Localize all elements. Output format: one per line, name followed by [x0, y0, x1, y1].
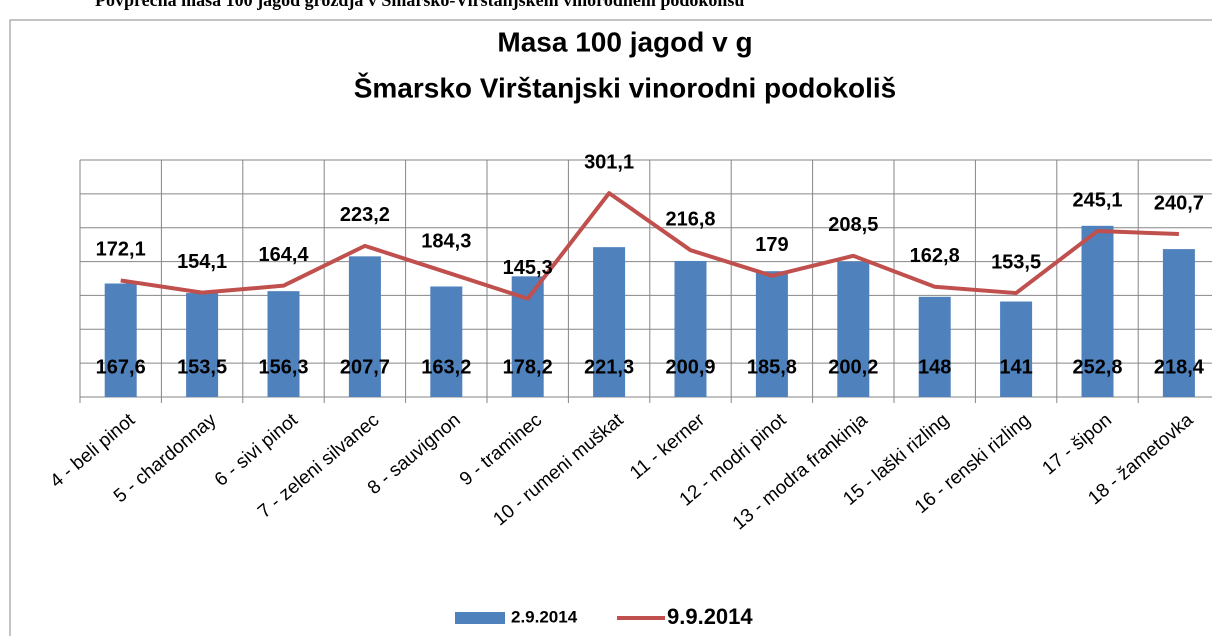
bar: [430, 286, 463, 397]
line-value-label: 301,1: [584, 151, 634, 173]
bar-value-label: 252,8: [1072, 356, 1122, 378]
bar: [104, 283, 137, 397]
line-value-label: 145,3: [503, 257, 553, 279]
bar-value-label: 178,2: [503, 356, 553, 378]
bar-value-label: 141: [999, 356, 1032, 378]
line-value-label: 162,8: [910, 245, 960, 267]
bar: [837, 261, 870, 397]
line-value-label: 240,7: [1154, 192, 1204, 214]
bar: [918, 296, 951, 397]
line-value-label: 164,4: [258, 244, 309, 266]
legend-swatch: [455, 612, 505, 624]
bar-value-label: 200,2: [828, 356, 878, 378]
bar: [755, 271, 788, 397]
line-value-label: 179: [755, 234, 788, 256]
line-value-label: 172,1: [96, 239, 146, 261]
line-series: [120, 191, 1179, 301]
bar-value-label: 218,4: [1154, 356, 1205, 378]
bar-value-label: 153,5: [177, 356, 227, 378]
bar-value-label: 200,9: [665, 356, 715, 378]
bar: [1162, 249, 1195, 397]
bar: [593, 247, 626, 397]
bar-value-label: 163,2: [421, 356, 471, 378]
line-value-label: 154,1: [177, 251, 227, 273]
bar-value-label: 185,8: [747, 356, 797, 378]
bar-value-label: 207,7: [340, 356, 390, 378]
bar: [348, 256, 381, 397]
bar-value-label: 221,3: [584, 356, 634, 378]
bar: [674, 260, 707, 397]
bar: [267, 291, 300, 397]
line-value-label: 184,3: [421, 230, 471, 252]
line-value-label: 245,1: [1072, 189, 1122, 211]
chart-title: Masa 100 jagod v g: [497, 26, 752, 57]
line-value-label: 208,5: [828, 214, 878, 236]
legend-label: 2.9.2014: [511, 607, 578, 626]
legend-label: 9.9.2014: [667, 604, 753, 629]
bar: [1081, 225, 1114, 397]
line-value-label: 216,8: [665, 208, 715, 230]
bar: [186, 293, 219, 397]
bar-value-label: 156,3: [258, 356, 308, 378]
chart-title: Šmarsko Virštanjski vinorodni podokoliš: [354, 71, 897, 103]
page-heading: Povprečna masa 100 jagod grozdja v Šmars…: [95, 0, 744, 10]
line-value-label: 153,5: [991, 251, 1041, 273]
bar: [1000, 301, 1033, 397]
bar-value-label: 167,6: [96, 356, 146, 378]
bar-value-label: 148: [918, 356, 951, 378]
line-value-label: 223,2: [340, 204, 390, 226]
